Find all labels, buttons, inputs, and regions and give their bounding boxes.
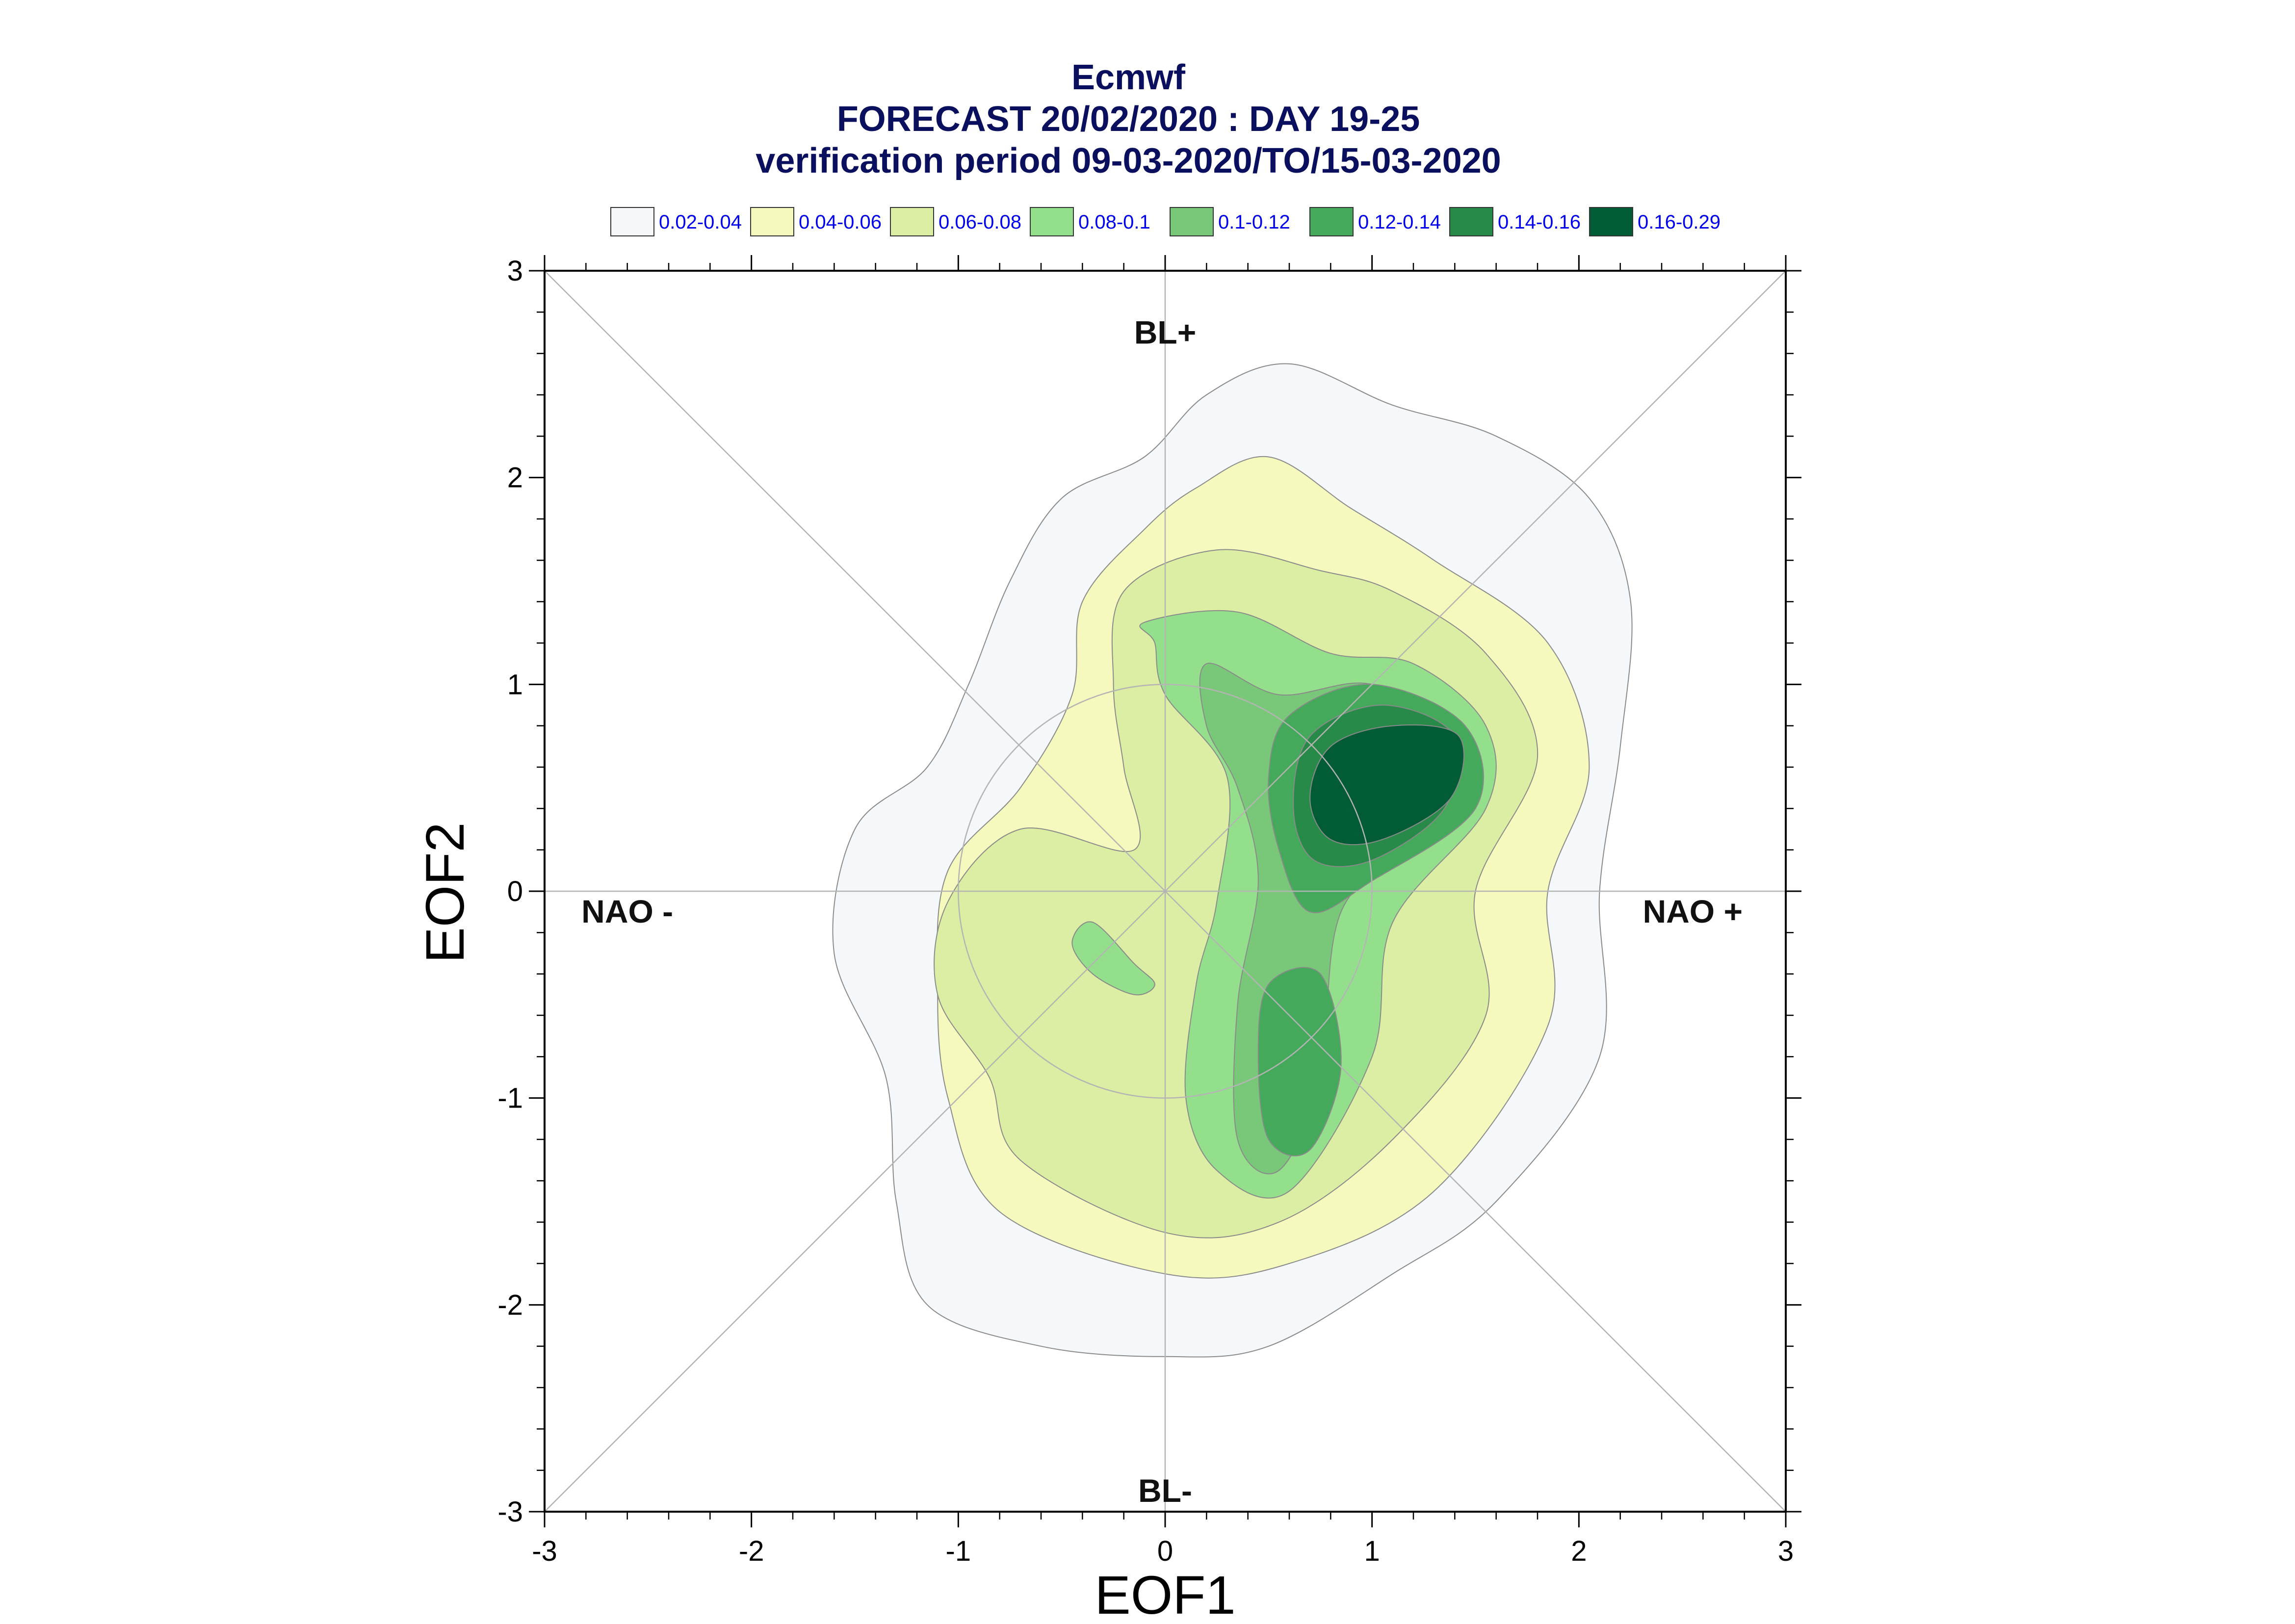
regime-labels: BL+ BL- NAO - NAO +: [581, 314, 1743, 1509]
y-axis-title: EOF2: [415, 822, 475, 963]
regime-label-0: BL+: [1134, 314, 1197, 351]
regime-label-2: NAO -: [581, 893, 673, 929]
y-tick-label: -1: [497, 1083, 523, 1114]
y-tick-label: -3: [497, 1496, 523, 1528]
legend-swatch: [750, 207, 794, 236]
legend-label: 0.1-0.12: [1218, 211, 1290, 233]
legend-swatch: [1589, 207, 1633, 236]
legend-label: 0.16-0.29: [1638, 211, 1721, 233]
x-tick-label: 2: [1571, 1535, 1587, 1567]
density-contour-level-3: [1071, 921, 1155, 996]
legend-swatch: [1449, 207, 1493, 236]
axis-ticks: -3 -2 -1 0 1 2 3 -3 -2 -1 0 1 2 3: [497, 255, 1801, 1567]
legend-label: 0.04-0.06: [799, 211, 882, 233]
x-axis-title: EOF1: [1095, 1565, 1235, 1624]
y-tick-label: 1: [507, 669, 523, 700]
density-contour-level-5: [1257, 967, 1342, 1157]
regime-label-3: NAO +: [1643, 893, 1743, 929]
diagonal-line-falling: [544, 270, 1786, 1512]
plot-area: BL+ BL- NAO - NAO + -3 -2 -1 0 1 2 3 -3 -2 -1 0 1 2 3: [497, 255, 1801, 1567]
legend-label: 0.12-0.14: [1358, 211, 1441, 233]
legend-label: 0.14-0.16: [1498, 211, 1581, 233]
y-tick-label: 2: [507, 462, 523, 494]
chart-title-line-2: FORECAST 20/02/2020 : DAY 19-25: [837, 100, 1420, 139]
chart-title-line-1: Ecmwf: [1071, 58, 1186, 97]
legend-label: 0.06-0.08: [939, 211, 1021, 233]
y-tick-label: -2: [497, 1289, 523, 1321]
y-tick-label: 0: [507, 876, 523, 907]
legend-swatch: [1170, 207, 1214, 236]
density-contours: [832, 363, 1633, 1358]
density-contour-level-7: [1309, 724, 1464, 846]
legend-label: 0.02-0.04: [659, 211, 742, 233]
x-tick-label: 0: [1157, 1535, 1173, 1567]
x-tick-label: 3: [1778, 1535, 1794, 1567]
regime-label-1: BL-: [1138, 1472, 1192, 1509]
unit-circle: [958, 684, 1373, 1099]
y-tick-label: 3: [507, 255, 523, 287]
chart-legend: 0.02-0.04 0.04-0.06 0.06-0.08 0.08-0.1 0.1-0…: [610, 207, 1721, 236]
legend-swatch: [1309, 207, 1354, 236]
legend-swatch: [1030, 207, 1074, 236]
x-tick-label: -2: [739, 1535, 764, 1567]
legend-label: 0.08-0.1: [1078, 211, 1150, 233]
guide-lines: [544, 270, 1786, 1512]
x-tick-label: 1: [1364, 1535, 1380, 1567]
x-tick-label: -1: [946, 1535, 971, 1567]
chart-title-line-3: verification period 09-03-2020/TO/15-03-…: [756, 141, 1501, 180]
x-tick-label: -3: [532, 1535, 557, 1567]
legend-swatch: [890, 207, 934, 236]
legend-swatch: [610, 207, 654, 236]
